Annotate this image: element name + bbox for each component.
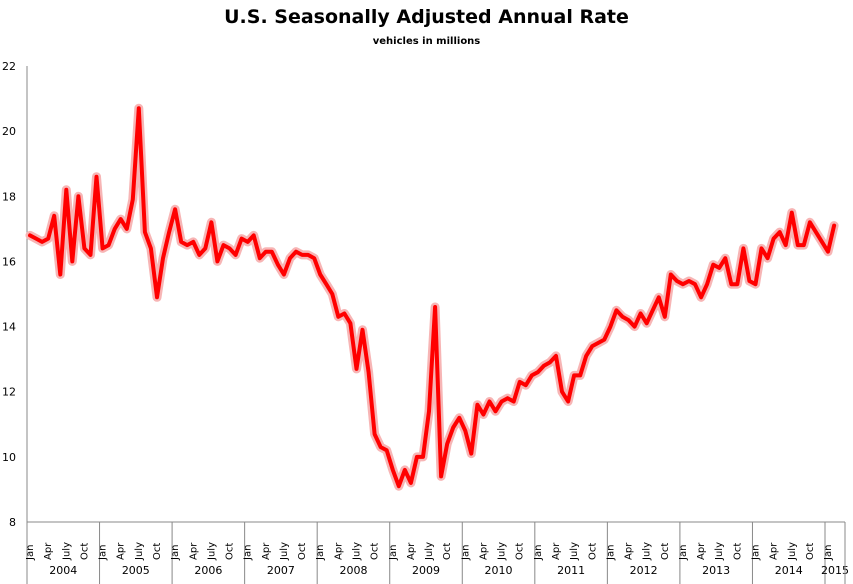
y-tick-label: 16 (2, 255, 16, 268)
x-month-label: Jan (533, 545, 544, 561)
chart-subtitle: vehicles in millions (372, 36, 481, 47)
chart-title: U.S. Seasonally Adjusted Annual Rate (224, 6, 629, 28)
x-month-label: July (497, 542, 508, 561)
x-month-label: Oct (587, 543, 598, 560)
x-month-label: Oct (79, 543, 90, 560)
x-month-label: July (279, 542, 290, 561)
x-month-label: Apr (43, 542, 54, 560)
x-month-label: July (642, 542, 653, 561)
x-year-label: 2009 (412, 564, 440, 577)
x-month-label: Jan (315, 545, 326, 561)
x-year-label: 2012 (630, 564, 658, 577)
y-tick-label: 20 (2, 125, 16, 138)
x-month-label: July (787, 542, 798, 561)
x-month-label: July (569, 542, 580, 561)
x-year-label: 2004 (49, 564, 77, 577)
y-tick-label: 22 (2, 60, 16, 73)
x-month-label: Jan (605, 545, 616, 561)
x-year-label: 2006 (194, 564, 222, 577)
y-tick-label: 8 (9, 516, 16, 529)
x-year-label: 2005 (122, 564, 150, 577)
x-month-label: Jan (25, 545, 36, 561)
x-month-label: Jan (823, 545, 834, 561)
x-month-label: Apr (188, 542, 199, 560)
series-line-glow (25, 103, 839, 491)
x-month-label: Oct (297, 543, 308, 560)
x-month-label: Oct (442, 543, 453, 560)
x-month-label: Oct (152, 543, 163, 560)
x-month-label: July (134, 542, 145, 561)
x-month-label: July (61, 542, 72, 561)
x-month-label: Apr (769, 542, 780, 560)
series-line (28, 106, 837, 489)
y-tick-label: 10 (2, 451, 16, 464)
x-month-label: Apr (696, 542, 707, 560)
x-month-label: Jan (678, 545, 689, 561)
y-tick-label: 14 (2, 321, 16, 334)
x-year-label: 2007 (267, 564, 295, 577)
x-year-label: 2011 (557, 564, 585, 577)
x-month-label: July (351, 542, 362, 561)
x-year-label: 2014 (775, 564, 803, 577)
x-month-label: Oct (225, 543, 236, 560)
y-tick-label: 12 (2, 386, 16, 399)
x-month-label: July (424, 542, 435, 561)
x-month-label: Apr (478, 542, 489, 560)
x-month-label: Oct (805, 543, 816, 560)
x-month-label: Apr (261, 542, 272, 560)
x-month-label: Oct (515, 543, 526, 560)
x-year-label: 2008 (339, 564, 367, 577)
x-month-label: Apr (116, 542, 127, 560)
x-month-label: Apr (624, 542, 635, 560)
x-month-label: Oct (732, 543, 743, 560)
x-month-label: July (206, 542, 217, 561)
x-month-label: Jan (98, 545, 109, 561)
x-month-label: Jan (750, 545, 761, 561)
x-month-label: Apr (551, 542, 562, 560)
y-tick-label: 18 (2, 190, 16, 203)
x-month-label: Jan (460, 545, 471, 561)
x-month-label: Jan (243, 545, 254, 561)
x-month-label: Jan (388, 545, 399, 561)
x-month-label: July (714, 542, 725, 561)
x-month-label: Jan (170, 545, 181, 561)
x-month-label: Apr (333, 542, 344, 560)
x-year-label: 2015 (821, 564, 849, 577)
x-year-label: 2013 (702, 564, 730, 577)
x-month-label: Oct (660, 543, 671, 560)
x-month-label: Apr (406, 542, 417, 560)
x-month-label: Oct (370, 543, 381, 560)
x-year-label: 2010 (485, 564, 513, 577)
